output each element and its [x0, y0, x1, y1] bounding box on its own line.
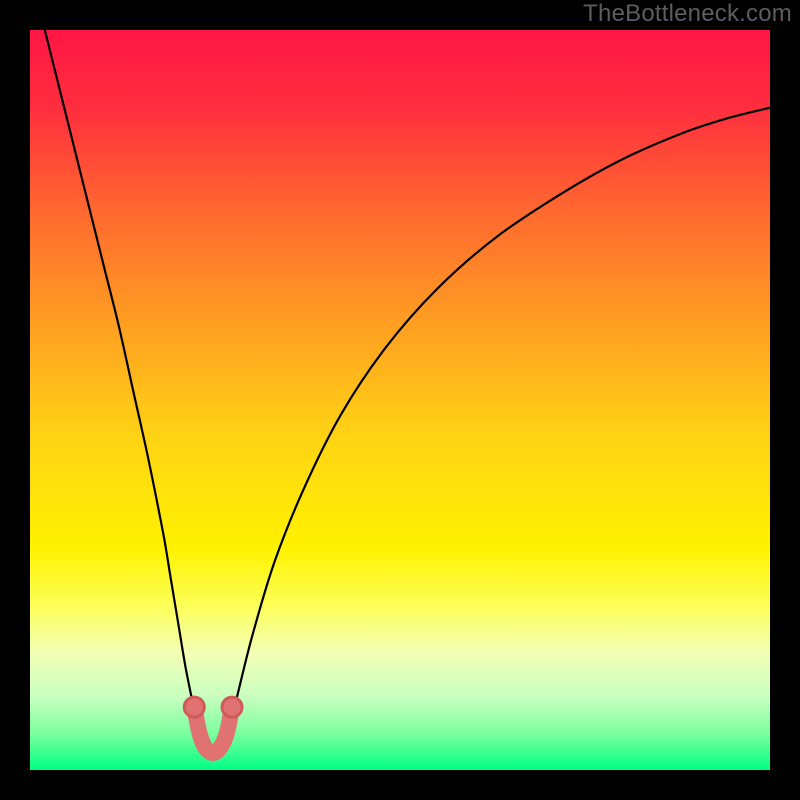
watermark-text: TheBottleneck.com	[583, 0, 792, 28]
marker-endpoint-left	[184, 697, 204, 717]
chart-frame: TheBottleneck.com	[0, 0, 800, 800]
plot-gradient-background	[30, 30, 770, 770]
marker-endpoint-right	[222, 697, 242, 717]
bottleneck-curve-plot	[0, 0, 800, 800]
